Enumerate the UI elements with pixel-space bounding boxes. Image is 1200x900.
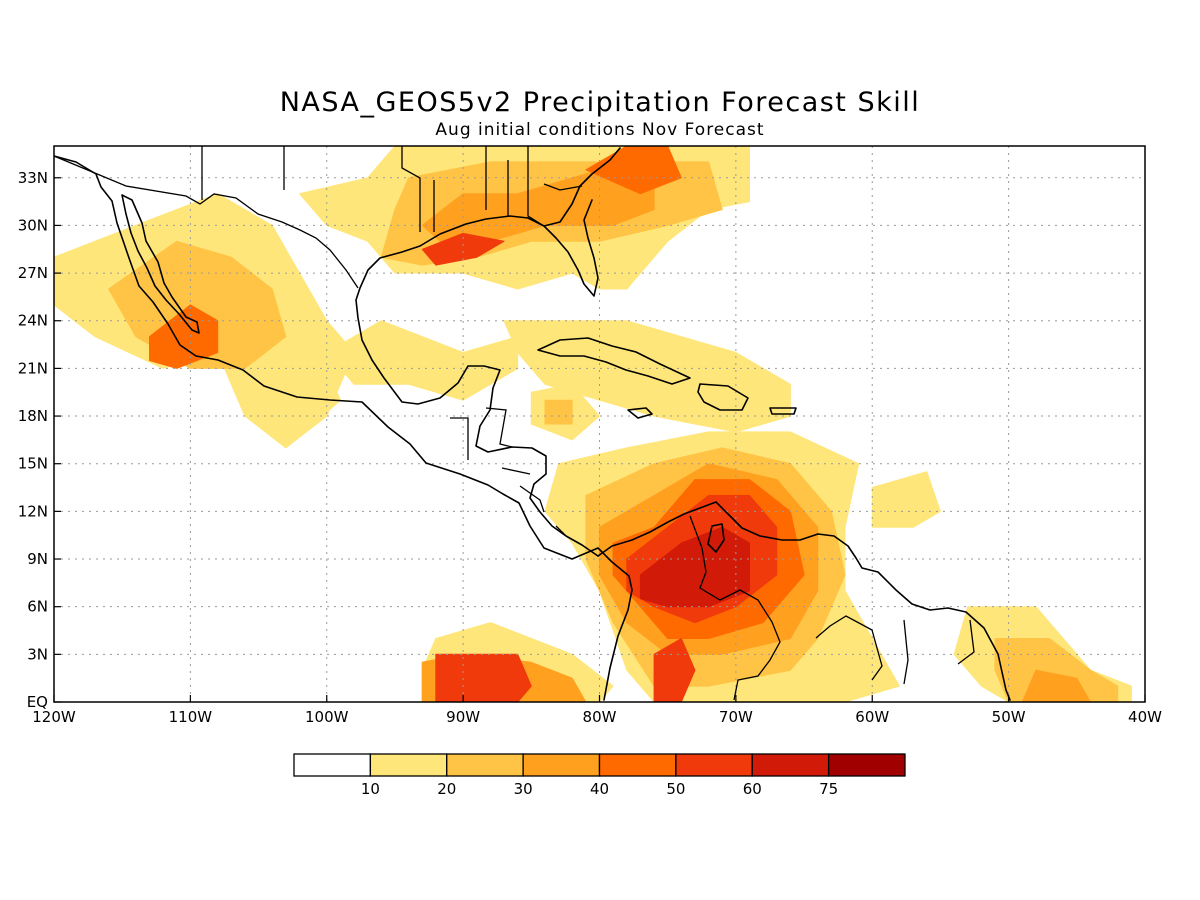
colorbar-swatch [675,753,753,777]
lat-tick-label: 24N [18,312,48,330]
lat-tick-label: 18N [18,407,48,425]
skill-region-12 [544,399,573,425]
map-subtitle: Aug initial conditions Nov Forecast [435,120,764,140]
lon-tick-label: 100W [305,708,349,726]
skill-region-25 [994,638,1119,702]
skill-region-2 [149,304,219,369]
colorbar-swatch [598,753,677,777]
colorbar-swatch [751,753,830,777]
lat-tick-label: 6N [27,598,48,616]
central-america-borders [450,407,567,537]
colorbar-label: 30 [514,780,533,798]
colorbar-label: 60 [743,780,762,798]
us-state-borders [201,146,583,232]
skill-region-23 [871,471,941,528]
skill-region-26 [1021,669,1091,702]
puerto-rico-island [769,407,797,415]
jamaica-island [627,407,653,419]
skill-region-9 [585,146,682,195]
political-borders [54,146,975,701]
lat-tick-label: 3N [27,645,48,663]
pacific-coastline [54,155,633,701]
lat-tick-label: 21N [18,359,48,377]
florida-peninsula [543,199,599,297]
colorbar-swatch [522,753,601,777]
lat-tick-label: 30N [18,216,48,234]
colorbar-legend: 10 20 30 40 50 60 75 [293,753,906,798]
gulf-coastline [355,147,621,557]
lon-tick-label: 110W [169,708,213,726]
colorbar-swatch [369,753,448,777]
lon-tick-label: 70W [719,708,753,726]
colorbar-label: 75 [819,780,838,798]
lon-tick-label: 50W [992,708,1026,726]
map-area [54,146,1145,702]
south-america-borders [689,515,975,701]
colorbar-swatch [293,753,372,777]
gridlines [54,146,1145,702]
hispaniola-island [697,383,749,411]
skill-region-4 [326,320,519,401]
baja-peninsula [121,194,200,334]
colorbar-label: 20 [437,780,456,798]
lat-tick-label: 33N [18,169,48,187]
map-title: NASA_GEOS5v2 Precipitation Forecast Skil… [280,87,921,118]
skill-shading [54,146,1132,702]
coastlines [54,147,1011,701]
south-america-north-coast [597,501,1011,701]
lat-tick-label: 27N [18,264,48,282]
lat-tick-label: 9N [27,550,48,568]
skill-region-18 [639,526,750,608]
lat-tick-label: 12N [18,502,48,520]
lon-tick-label: 40W [1128,708,1162,726]
colorbar-label: 10 [361,780,380,798]
lake-maracaibo [707,523,725,553]
lon-tick-label: 60W [855,708,889,726]
lon-tick-label: 80W [583,708,617,726]
cuba-island [537,337,691,385]
longitude-axis: 120W 110W 100W 90W 80W 70W 60W 50W 40W [32,695,1162,726]
colorbar-label: 40 [590,780,609,798]
lon-tick-label: 120W [32,708,76,726]
lon-tick-label: 90W [446,708,480,726]
lat-tick-label: EQ [27,693,48,711]
skill-region-8 [421,232,505,266]
latitude-axis: EQ 3N 6N 9N 12N 15N 18N 21N 24N 27N 30N 33N [18,169,61,711]
us-mexico-border [54,155,359,289]
colorbar-swatch [446,753,524,777]
lat-tick-label: 15N [18,455,48,473]
colorbar-swatch [827,753,906,777]
skill-region-22 [435,653,532,702]
colorbar-label: 50 [666,780,685,798]
